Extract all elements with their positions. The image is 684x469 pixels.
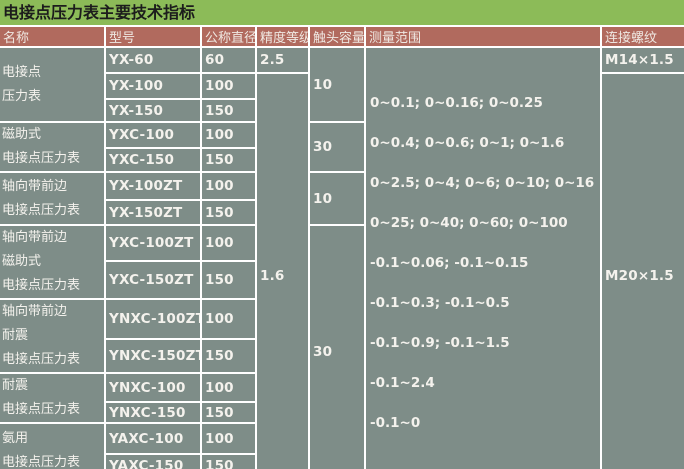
range-line: -0.1~0 — [370, 414, 421, 431]
table-row: YX-150ZT 150 — [0, 201, 684, 226]
range-line: 0~2.5; 0~4; 0~6; 0~10; 0~16 — [370, 174, 595, 191]
measure-range-cell: 0~0.1; 0~0.16; 0~0.25 0~0.4; 0~0.6; 0~1; … — [366, 48, 602, 469]
table-row: 轴向带前边 磁助式 电接点压力表 YXC-100ZT 100 30 — [0, 226, 684, 469]
diameter-cell: 100 — [202, 173, 257, 201]
diameter-cell: 150 — [202, 455, 257, 469]
header-accuracy: 精度等级 — [257, 27, 310, 48]
model-cell: YAXC-100 — [106, 424, 202, 455]
gauge-name-cell: 电接点 压力表 — [0, 48, 106, 123]
name-line: 磁助式 — [2, 127, 42, 142]
table-row: YNXC-150ZT 150 — [0, 339, 684, 374]
name-line: 电接点压力表 — [2, 402, 81, 417]
model-cell: YNXC-150 — [106, 403, 202, 424]
name-line: 电接点压力表 — [2, 278, 81, 293]
range-line: -0.1~2.4 — [370, 374, 435, 391]
name-line: 电接点 — [2, 64, 42, 80]
gauge-name-cell: 磁助式 电接点压力表 — [0, 123, 106, 173]
spec-table-body: 电接点 压力表 YX-60 60 2.5 10 0~0.1; 0~0.16; 0~0.25 0… — [0, 48, 684, 469]
header-diameter: 公称直径 — [202, 27, 257, 48]
range-line: 0~0.4; 0~0.6; 0~1; 0~1.6 — [370, 134, 565, 151]
range-line: -0.1~0.9; -0.1~1.5 — [370, 334, 510, 351]
capacity-cell: 30 — [310, 226, 366, 469]
table-row: YNXC-150 150 — [0, 403, 684, 424]
header-row: 名称 型号 公称直径 精度等级 触头容量 测量范围 连接螺纹 — [0, 27, 684, 48]
model-cell: YX-100ZT — [106, 173, 202, 201]
range-line: -0.1~0.3; -0.1~0.5 — [370, 294, 510, 311]
table-row: YAXC-150 150 — [0, 455, 684, 469]
model-cell: YXC-150 — [106, 148, 202, 173]
gauge-name-cell: 轴向带前边磁助式电接点压力表 — [0, 226, 106, 300]
diameter-cell: 100 — [202, 424, 257, 455]
name-line: 轴向带前边 — [2, 230, 68, 245]
table-row: YXC-150 150 — [0, 148, 684, 173]
name-line: 压力表 — [2, 88, 42, 104]
name-line: 电接点压力表 — [2, 454, 81, 469]
name-line: 轴向带前边 — [2, 178, 68, 194]
diameter-cell: 100 — [202, 226, 257, 262]
diameter-cell: 150 — [202, 148, 257, 173]
thread-cell: M20×1.5 — [605, 267, 674, 284]
capacity-cell: 10 — [310, 173, 366, 226]
range-line: 0~25; 0~40; 0~60; 0~100 — [370, 214, 568, 231]
table-row: YX-100 100 1.6 M20×1.5 — [0, 74, 684, 469]
header-capacity: 触头容量 — [310, 27, 366, 48]
model-cell: YX-60 — [106, 48, 202, 74]
table-row: 耐震 电接点压力表 YNXC-100 100 — [0, 374, 684, 424]
diameter-cell: 150 — [202, 403, 257, 424]
diameter-cell: 150 — [202, 339, 257, 374]
table-row: 氨用 电接点压力表 YAXC-100 100 — [0, 424, 684, 469]
table-row: 轴向带前边 电接点压力表 YX-100ZT 100 10 — [0, 173, 684, 226]
diameter-cell: 100 — [202, 74, 257, 100]
diameter-cell: 150 — [202, 261, 257, 300]
diameter-cell: 60 — [202, 48, 257, 74]
header-thread: 连接螺纹 — [602, 27, 684, 48]
model-cell: YX-150ZT — [106, 201, 202, 226]
gauge-name-cell: 氨用 电接点压力表 — [0, 424, 106, 469]
table-row: 轴向带前边 耐震 电接点压力表 YNXC-100ZT 100 — [0, 300, 684, 374]
name-line: 轴向带前边 — [2, 304, 68, 319]
spec-table: 名称 型号 公称直径 精度等级 触头容量 测量范围 连接螺纹 电接点 压力表 YX-60 60 2.… — [0, 25, 684, 469]
range-line: -0.1~0.06; -0.1~0.15 — [370, 254, 529, 271]
diameter-cell: 150 — [202, 100, 257, 123]
range-line: 0~0.1; 0~0.16; 0~0.25 — [370, 94, 543, 111]
header-range: 测量范围 — [366, 27, 602, 48]
capacity-cell: 30 — [310, 123, 366, 173]
gauge-name-cell: 轴向带前边电接点压力表 — [0, 173, 106, 226]
table-row: 磁助式 电接点压力表 YXC-100 100 30 — [0, 123, 684, 173]
accuracy-cell: 1.6 — [257, 74, 310, 469]
model-cell: YX-150 — [106, 100, 202, 123]
name-line: 电接点压力表 — [2, 151, 81, 166]
table-row: 电接点 压力表 YX-60 60 2.5 10 0~0.1; 0~0.16; 0~0.25 0… — [0, 48, 684, 469]
name-line: 耐震 — [2, 378, 29, 393]
name-line: 磁助式 — [2, 254, 42, 269]
spec-table-head: 名称 型号 公称直径 精度等级 触头容量 测量范围 连接螺纹 — [0, 27, 684, 48]
diameter-cell: 150 — [202, 201, 257, 226]
accuracy-cell: 2.5 — [257, 48, 310, 74]
capacity-cell: 10 — [310, 48, 366, 123]
model-cell: YAXC-150 — [106, 455, 202, 469]
gauge-name-cell: 轴向带前边耐震电接点压力表 — [0, 300, 106, 374]
model-cell: YXC-150ZT — [106, 261, 202, 300]
diameter-cell: 100 — [202, 374, 257, 404]
model-cell: YXC-100 — [106, 123, 202, 149]
table-row: YX-150 150 — [0, 100, 684, 123]
table-row: YXC-150ZT 150 — [0, 261, 684, 300]
page-title: 电接点压力表主要技术指标 — [0, 0, 684, 25]
model-cell: YNXC-100ZT — [106, 300, 202, 340]
diameter-cell: 100 — [202, 123, 257, 149]
name-line: 电接点压力表 — [2, 202, 81, 218]
name-line: 电接点压力表 — [2, 352, 81, 367]
diameter-cell: 100 — [202, 300, 257, 340]
name-line: 耐震 — [2, 328, 29, 343]
header-model: 型号 — [106, 27, 202, 48]
gauge-name-cell: 耐震 电接点压力表 — [0, 374, 106, 424]
thread-cell: M14×1.5 — [602, 48, 684, 74]
name-line: 氨用 — [2, 430, 29, 446]
header-name: 名称 — [0, 27, 106, 48]
model-cell: YXC-100ZT — [106, 226, 202, 262]
model-cell: YNXC-150ZT — [106, 339, 202, 374]
model-cell: YX-100 — [106, 74, 202, 100]
model-cell: YNXC-100 — [106, 374, 202, 404]
